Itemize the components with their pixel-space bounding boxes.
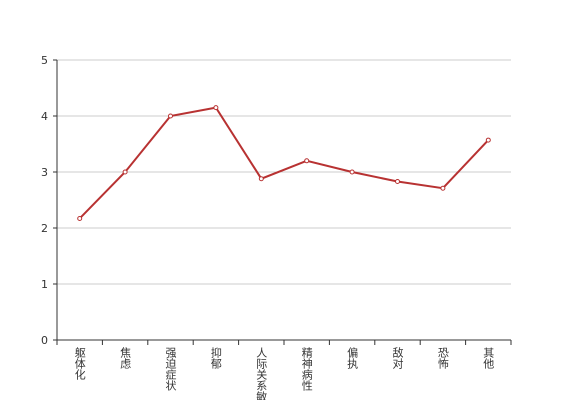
line <box>78 106 490 220</box>
point <box>440 185 446 191</box>
point <box>122 169 128 175</box>
y-tick-label: 3 <box>41 166 48 179</box>
point <box>349 169 355 175</box>
x-tick-label: 抑郁 <box>209 346 222 369</box>
x-tick-label: 焦虑 <box>119 347 132 369</box>
x-tick-label: 人际关系敏感 <box>255 347 268 400</box>
x-tick-label: 强迫症状 <box>164 347 177 391</box>
x-tick-label: 恐怖 <box>436 347 449 369</box>
y-tick-label: 1 <box>41 278 48 291</box>
point <box>258 176 264 182</box>
point <box>304 158 310 164</box>
point <box>485 137 491 143</box>
y-tick-label: 4 <box>41 110 48 123</box>
point <box>77 215 83 221</box>
point <box>213 105 219 111</box>
y-tick-label: 0 <box>41 334 48 347</box>
y-tick-label: 5 <box>41 54 48 67</box>
x-tick-label: 精神病性 <box>300 347 313 392</box>
point <box>168 113 173 119</box>
x-tick-label: 其他 <box>482 347 495 369</box>
point <box>395 179 400 185</box>
x-tick-label: 躯体化 <box>73 347 86 381</box>
y-tick-label: 2 <box>41 222 48 235</box>
x-tick-label: 敌对 <box>391 346 404 369</box>
x-tick-label: 偏执 <box>346 346 359 370</box>
